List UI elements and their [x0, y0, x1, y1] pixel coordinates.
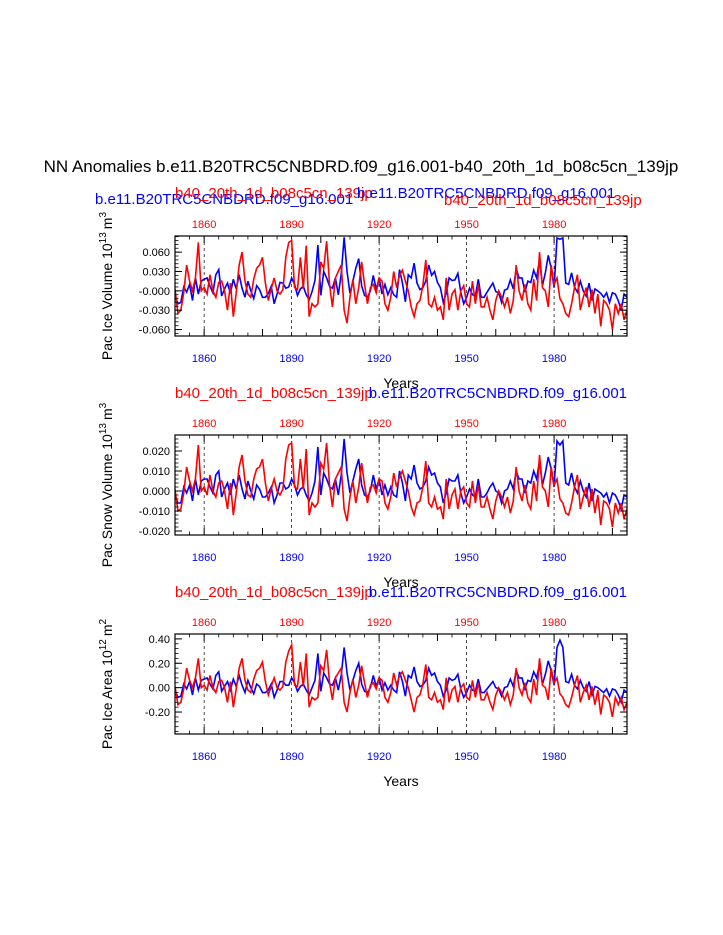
p0-xtick-label-bottom: 1890 [279, 353, 303, 365]
p2-ytick-label: -0.20 [145, 707, 170, 719]
p1-series-line-blue [175, 438, 627, 512]
p0-plot-frame [174, 235, 628, 337]
p0-yaxis-label-unit-exp: 3 [98, 212, 109, 218]
p2-yaxis-label: Pac Ice Area 1012 m2 [98, 618, 115, 749]
p0-ytick-label: 0.030 [142, 266, 170, 278]
p1-series-line-red [175, 441, 627, 528]
p1-ytick-label: 0.000 [142, 486, 170, 498]
main-title: NN Anomalies b.e11.B20TRC5CNBDRD.f09_g16… [44, 157, 679, 176]
p2-xtick-label-bottom: 1920 [367, 751, 391, 763]
p0-ytick-label: -0.060 [139, 325, 170, 337]
p1-yaxis-label-unit-exp: 3 [98, 402, 109, 408]
p2-series-line-red [175, 641, 627, 718]
p0-xtick-label-bottom: 1980 [542, 353, 566, 365]
p0-xtick-label-top: 1860 [192, 219, 216, 231]
p1-ytick-label: -0.020 [139, 526, 170, 538]
overlap-title-red-right: b40_20th_1d_b08c5cn_139jp [444, 192, 642, 209]
p0-yaxis-label-exp: 13 [98, 232, 109, 244]
p1-xtick-label-bottom: 1950 [454, 552, 478, 564]
p1-title-red: b40_20th_1d_b08c5cn_139jp [175, 385, 373, 402]
p2-xtick-label-top: 1980 [542, 617, 566, 629]
overlap-title-blue-left: b.e11.B20TRC5CNBDRD.f09_g16.001 [95, 191, 353, 208]
p0-xtick-label-top: 1890 [279, 219, 303, 231]
p2-ytick-label: 0.20 [149, 658, 170, 670]
p1-ytick-label: 0.010 [142, 466, 170, 478]
p1-xtick-label-top: 1950 [454, 418, 478, 430]
p2-yaxis-label-unit: m [99, 624, 115, 636]
p1-xaxis-label: Years [383, 574, 418, 590]
p2-ytick-label: 0.40 [149, 634, 170, 646]
p1-yaxis-label-exp: 13 [98, 423, 109, 435]
p0-xtick-label-bottom: 1920 [367, 353, 391, 365]
p2-yaxis-label-unit-exp: 2 [98, 618, 109, 624]
p0-ytick-label: -0.000 [139, 286, 170, 298]
p0-xtick-label-bottom: 1950 [454, 353, 478, 365]
p2-xtick-label-bottom: 1950 [454, 751, 478, 763]
p2-title-blue: b.e11.B20TRC5CNBDRD.f09_g16.001 [369, 584, 627, 601]
p2-series-line-blue [175, 637, 627, 705]
p1-xtick-label-bottom: 1980 [542, 552, 566, 564]
p1-plot-frame [174, 434, 628, 536]
p0-ytick-label: 0.060 [142, 247, 170, 259]
p1-xtick-label-bottom: 1920 [367, 552, 391, 564]
p2-ytick-label: 0.00 [149, 683, 170, 695]
p1-xtick-label-top: 1890 [279, 418, 303, 430]
p1-yaxis-label-unit: m [99, 408, 115, 420]
p0-yaxis-label: Pac Ice Volume 1013 m3 [98, 212, 115, 361]
p0-series-line-red [175, 239, 627, 330]
p0-yaxis-label-base: Pac Ice Volume 10 [99, 243, 115, 360]
panel-ice-area: -0.20 0.00 0.20 0.40 1860 1860 1890 1890 1920 192… [98, 584, 628, 789]
p0-series-line-blue [175, 236, 627, 311]
p2-xtick-label-top: 1890 [279, 617, 303, 629]
panel-ice-volume: -0.060 -0.030 -0.000 0.030 0.060 1860 1860 1890… [98, 212, 628, 391]
p2-yaxis-label-exp: 12 [98, 639, 109, 651]
p0-ytick-label: -0.030 [139, 305, 170, 317]
p2-xtick-label-bottom: 1890 [279, 751, 303, 763]
p2-yaxis-label-base: Pac Ice Area 10 [99, 650, 115, 749]
p0-yaxis-label-unit: m [99, 218, 115, 230]
p1-yaxis-label: Pac Snow Volume 1013 m3 [98, 402, 115, 567]
p0-xtick-label-top: 1980 [542, 219, 566, 231]
p2-xtick-label-bottom: 1860 [192, 751, 216, 763]
overlap-title-red-left: b40_20th_1d_b08c5cn_139jp [175, 185, 373, 202]
p1-xtick-label-bottom: 1890 [279, 552, 303, 564]
p2-xaxis-label: Years [383, 773, 418, 789]
p0-xaxis-label: Years [383, 375, 418, 391]
p1-title-blue: b.e11.B20TRC5CNBDRD.f09_g16.001 [369, 385, 627, 402]
overlap-title-blue-right: b.e11.B20TRC5CNBDRD.f09_g16.001 [357, 185, 615, 202]
p2-plot-frame [174, 633, 628, 735]
p0-xtick-label-top: 1920 [367, 219, 391, 231]
p1-ytick-label: 0.020 [142, 446, 170, 458]
p1-yaxis-label-base: Pac Snow Volume 10 [99, 434, 115, 567]
p1-xtick-label-top: 1980 [542, 418, 566, 430]
p1-xtick-label-bottom: 1860 [192, 552, 216, 564]
panel-snow-volume: -0.020 -0.010 0.000 0.010 0.020 1860 1860 1890 1… [98, 385, 628, 590]
p1-xtick-label-top: 1860 [192, 418, 216, 430]
p1-xtick-label-top: 1920 [367, 418, 391, 430]
p2-xtick-label-top: 1920 [367, 617, 391, 629]
p0-xtick-label-bottom: 1860 [192, 353, 216, 365]
p2-xtick-label-bottom: 1980 [542, 751, 566, 763]
p1-ytick-label: -0.010 [139, 506, 170, 518]
p2-xtick-label-top: 1950 [454, 617, 478, 629]
p2-title-red: b40_20th_1d_b08c5cn_139jp [175, 584, 373, 601]
p2-xtick-label-top: 1860 [192, 617, 216, 629]
p0-xtick-label-top: 1950 [454, 219, 478, 231]
